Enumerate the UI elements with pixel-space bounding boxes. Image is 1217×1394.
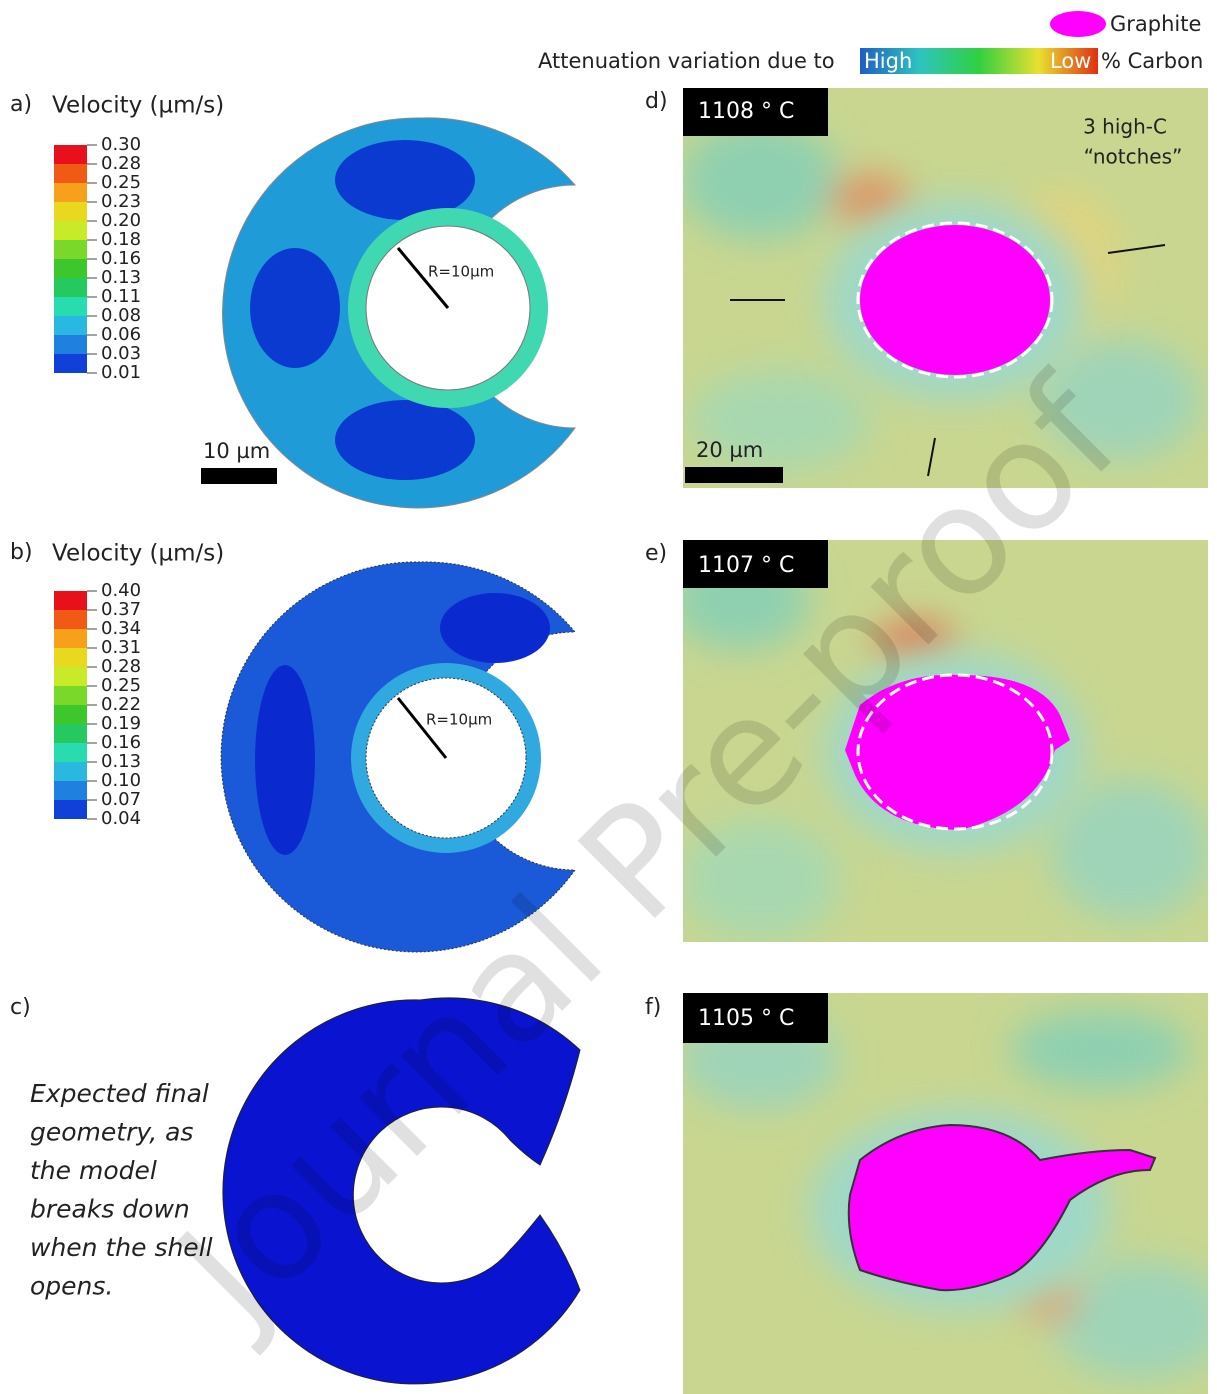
annotation: 3 high-C: [1083, 115, 1167, 139]
legend-swatch: [54, 202, 87, 221]
scale-bar: [685, 467, 783, 483]
panel-label: e): [645, 541, 667, 566]
low-velocity-region: [335, 400, 475, 480]
legend-value: 0.16: [101, 732, 141, 753]
legend-swatch: [54, 686, 87, 705]
radius-label: R=10µm: [428, 263, 494, 281]
legend-swatch: [54, 240, 87, 259]
radius-label: R=10µm: [426, 711, 492, 729]
legend-swatch: [54, 278, 87, 297]
legend-title: Velocity (µm/s): [52, 93, 224, 119]
velocity-legend: 0.400.370.340.310.280.250.220.190.160.13…: [54, 580, 141, 829]
panel-label: f): [645, 995, 661, 1020]
legend-swatch: [54, 648, 87, 667]
caption-line: opens.: [30, 1272, 113, 1301]
legend-swatch: [54, 316, 87, 335]
legend-swatch: [54, 724, 87, 743]
legend-title: Velocity (µm/s): [52, 541, 224, 567]
caption-line: geometry, as: [30, 1118, 193, 1147]
temperature: 1105 ° C: [698, 1006, 794, 1031]
panel-label: d): [645, 89, 668, 114]
legend-value: 0.04: [101, 808, 141, 829]
legend-value: 0.13: [101, 267, 141, 288]
legend-value: 0.07: [101, 789, 141, 810]
legend-value: 0.08: [101, 305, 141, 326]
scale-low: Low: [1050, 49, 1091, 73]
legend-value: 0.16: [101, 248, 141, 269]
temperature: 1107 ° C: [698, 553, 794, 578]
legend-swatch: [54, 335, 87, 354]
low-velocity-region: [250, 248, 340, 368]
legend-value: 0.11: [101, 286, 141, 307]
legend-swatch: [54, 705, 87, 724]
legend-swatch: [54, 610, 87, 629]
low-velocity-region: [255, 665, 315, 855]
legend-value: 0.03: [101, 343, 141, 364]
legend-swatch: [54, 667, 87, 686]
legend-value: 0.25: [101, 172, 141, 193]
legend-swatch: [54, 183, 87, 202]
scale-prefix: Attenuation variation due to: [538, 49, 835, 73]
legend-swatch: [54, 781, 87, 800]
legend-value: 0.28: [101, 153, 141, 174]
low-velocity-region: [440, 593, 550, 663]
page: Graphite Attenuation variation due to Hi…: [0, 0, 1217, 1394]
legend-label: Graphite: [1110, 12, 1201, 36]
graphite-swatch: [1050, 11, 1106, 37]
legend-value: 0.40: [101, 580, 141, 601]
figure: Graphite Attenuation variation due to Hi…: [0, 0, 1217, 1394]
legend-swatch: [54, 743, 87, 762]
legend-swatch: [54, 354, 87, 373]
legend-value: 0.25: [101, 675, 141, 696]
panel-label: b): [10, 540, 33, 565]
scale-suffix: % Carbon: [1101, 49, 1203, 73]
panel-label: c): [10, 995, 31, 1020]
legend-swatch: [54, 800, 87, 819]
legend-value: 0.20: [101, 210, 141, 231]
legend-swatch: [54, 297, 87, 316]
temperature: 1108 ° C: [698, 99, 794, 124]
legend-value: 0.06: [101, 324, 141, 345]
legend-swatch: [54, 762, 87, 781]
annotation: “notches”: [1084, 145, 1183, 169]
legend-value: 0.37: [101, 599, 141, 620]
legend-swatch: [54, 629, 87, 648]
legend-value: 0.01: [101, 362, 141, 383]
legend-value: 0.23: [101, 191, 141, 212]
caption-line: Expected final: [30, 1079, 209, 1108]
caption-line: the model: [30, 1156, 157, 1185]
legend-swatch: [54, 221, 87, 240]
graphite-nodule: [860, 225, 1050, 375]
legend-swatch: [54, 145, 87, 164]
legend-value: 0.19: [101, 713, 141, 734]
scale-bar: [201, 468, 277, 484]
legend-value: 0.28: [101, 656, 141, 677]
legend-value: 0.13: [101, 751, 141, 772]
legend-value: 0.30: [101, 134, 141, 155]
legend-value: 0.10: [101, 770, 141, 791]
legend-swatch: [54, 164, 87, 183]
panel-label: a): [10, 92, 32, 117]
legend-swatch: [54, 591, 87, 610]
legend-value: 0.18: [101, 229, 141, 250]
scale-bar-label: 10 µm: [203, 439, 270, 463]
scale-bar-label: 20 µm: [696, 438, 763, 462]
low-velocity-region: [335, 140, 475, 220]
legend-value: 0.31: [101, 637, 141, 658]
legend-value: 0.22: [101, 694, 141, 715]
legend-swatch: [54, 259, 87, 278]
velocity-legend: 0.300.280.250.230.200.180.160.130.110.08…: [54, 134, 141, 383]
legend-value: 0.34: [101, 618, 141, 639]
scale-high: High: [864, 49, 912, 73]
